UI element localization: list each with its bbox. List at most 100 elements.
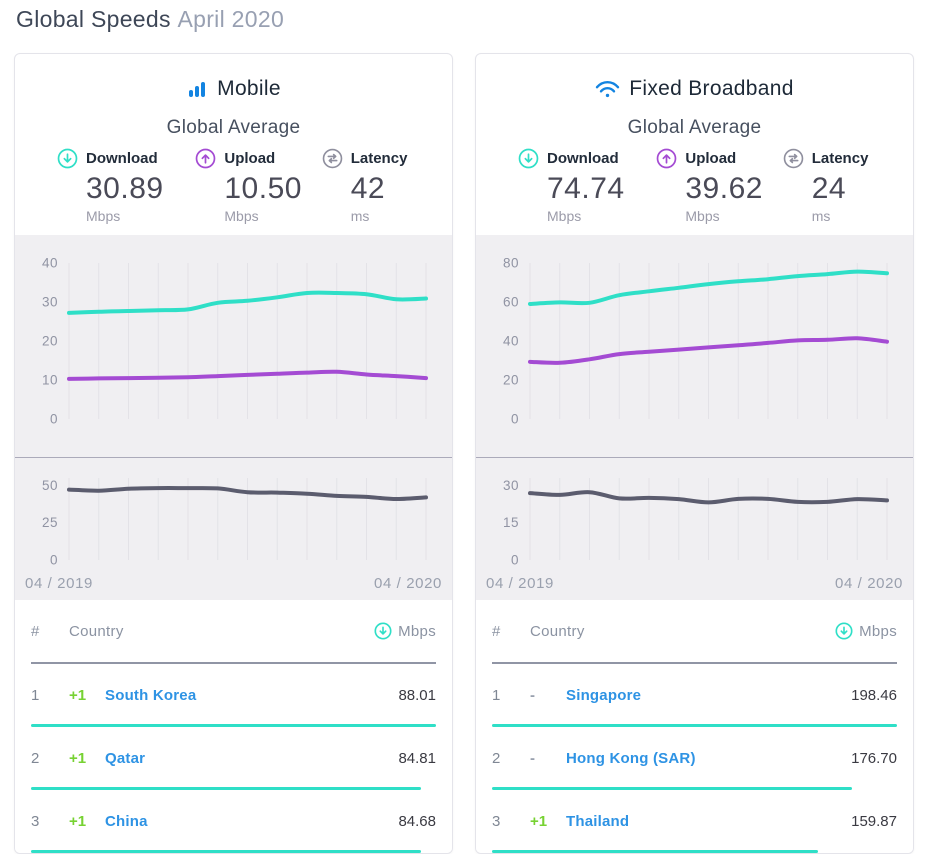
- stat-value: 10.50: [224, 172, 302, 205]
- download-arrow-icon: [374, 622, 392, 640]
- svg-text:0: 0: [50, 553, 58, 568]
- fixed-broadband-card: Fixed Broadband Global Average Download …: [475, 53, 914, 854]
- table-header-row: # Country Mbps: [31, 600, 436, 662]
- table-header-divider: [492, 662, 897, 664]
- svg-text:20: 20: [42, 334, 58, 349]
- table-body: 1 +1 South Korea 88.01 2 +1 Qatar 84.81 3 +1 China…: [31, 664, 436, 853]
- rank-cell: 1: [31, 687, 40, 704]
- relative-speed-bar: [31, 850, 421, 853]
- svg-text:0: 0: [50, 412, 58, 427]
- table-row: 2 - Hong Kong (SAR) 176.70: [492, 727, 897, 790]
- svg-text:20: 20: [503, 373, 519, 388]
- stat-label: Upload: [224, 149, 276, 167]
- x-axis-start-label: 04 / 2019: [25, 575, 93, 592]
- svg-text:0: 0: [511, 553, 519, 568]
- mobile-card: Mobile Global Average Download 30.89 Mbp…: [14, 53, 453, 854]
- country-link[interactable]: China: [105, 813, 148, 830]
- rank-change: +1: [69, 750, 87, 767]
- latency-history-chart: 50 25 0 04 / 2019 04 / 2020: [15, 457, 452, 600]
- x-axis-labels: 04 / 2019 04 / 2020: [25, 575, 442, 592]
- rank-change: -: [530, 750, 535, 767]
- ranking-table: # Country Mbps 1 +1 South Korea 88.01 2 +1 Qat…: [15, 600, 452, 853]
- svg-text:0: 0: [511, 412, 519, 427]
- country-link[interactable]: Thailand: [566, 813, 630, 830]
- mobile-card-header: Mobile: [15, 54, 452, 104]
- global-average-heading: Global Average: [627, 117, 762, 138]
- stat-value: 24: [811, 172, 847, 205]
- country-column-header: Country: [69, 622, 124, 640]
- svg-text:30: 30: [42, 295, 58, 310]
- speed-value: 84.81: [398, 750, 436, 767]
- speed-value: 88.01: [398, 687, 436, 704]
- rank-change: +1: [530, 813, 548, 830]
- stat-unit: Mbps: [685, 208, 720, 224]
- upload-stat: Upload 10.50 Mbps: [195, 147, 321, 225]
- speed-value: 198.46: [851, 687, 897, 704]
- x-axis-labels: 04 / 2019 04 / 2020: [486, 575, 903, 592]
- x-axis-end-label: 04 / 2020: [374, 575, 442, 592]
- latency-arrows-icon: [783, 148, 804, 169]
- upload-stat: Upload 39.62 Mbps: [656, 147, 782, 225]
- table-body: 1 - Singapore 198.46 2 - Hong Kong (SAR) 176.70…: [492, 664, 897, 853]
- rank-cell: 2: [31, 750, 40, 767]
- download-arrow-icon: [57, 148, 78, 169]
- svg-text:40: 40: [503, 334, 519, 349]
- page-title: Global Speeds April 2020: [16, 6, 928, 33]
- relative-speed-bar: [492, 724, 897, 727]
- country-link[interactable]: Singapore: [566, 687, 642, 704]
- svg-text:60: 60: [503, 295, 519, 310]
- country-column-header: Country: [530, 622, 585, 640]
- table-header-divider: [31, 662, 436, 664]
- speed-history-chart: 40 30 20 10 0: [15, 235, 452, 457]
- svg-text:25: 25: [42, 515, 58, 530]
- stat-value: 30.89: [86, 172, 164, 205]
- speed-value: 84.68: [398, 813, 436, 830]
- svg-text:80: 80: [503, 256, 519, 271]
- stat-unit: Mbps: [547, 208, 582, 224]
- table-header-row: # Country Mbps: [492, 600, 897, 662]
- rank-column-header: #: [492, 622, 501, 640]
- svg-text:10: 10: [42, 373, 58, 388]
- rank-change: -: [530, 687, 535, 704]
- stat-label: Download: [86, 149, 158, 167]
- mbps-header-label: Mbps: [859, 622, 897, 640]
- global-average-heading: Global Average: [166, 117, 301, 138]
- mbps-column-header[interactable]: Mbps: [374, 622, 436, 640]
- latency-stat: Latency 42 ms: [322, 147, 424, 225]
- mbps-header-label: Mbps: [398, 622, 436, 640]
- relative-speed-bar: [31, 724, 436, 727]
- fixed-card-header: Fixed Broadband: [476, 54, 913, 104]
- mbps-column-header[interactable]: Mbps: [835, 622, 897, 640]
- speed-history-chart: 80 60 40 20 0: [476, 235, 913, 457]
- relative-speed-bar: [492, 787, 853, 790]
- global-average-stats: Download 30.89 Mbps Upload 10.50 Mbps: [15, 147, 452, 235]
- download-arrow-icon: [518, 148, 539, 169]
- stat-label: Latency: [811, 149, 869, 167]
- x-axis-start-label: 04 / 2019: [486, 575, 554, 592]
- country-link[interactable]: South Korea: [105, 687, 197, 704]
- rank-change: +1: [69, 813, 87, 830]
- svg-text:30: 30: [503, 478, 519, 493]
- table-row: 2 +1 Qatar 84.81: [31, 727, 436, 790]
- rank-cell: 3: [31, 813, 40, 830]
- latency-arrows-icon: [322, 148, 343, 169]
- download-stat: Download 30.89 Mbps: [57, 147, 195, 225]
- country-link[interactable]: Hong Kong (SAR): [566, 750, 696, 767]
- download-stat: Download 74.74 Mbps: [518, 147, 656, 225]
- stat-label: Latency: [350, 149, 408, 167]
- stat-unit: Mbps: [86, 208, 121, 224]
- relative-speed-bar: [31, 787, 422, 790]
- stat-unit: Mbps: [224, 208, 259, 224]
- rank-cell: 3: [492, 813, 501, 830]
- stat-value: 74.74: [547, 172, 625, 205]
- table-row: 1 +1 South Korea 88.01: [31, 664, 436, 727]
- ranking-table: # Country Mbps 1 - Singapore 198.46 2 - Hong K…: [476, 600, 913, 853]
- stat-value: 42: [350, 172, 386, 205]
- card-title: Fixed Broadband: [629, 77, 794, 100]
- country-link[interactable]: Qatar: [105, 750, 146, 767]
- category-cards: Mobile Global Average Download 30.89 Mbp…: [14, 53, 914, 854]
- page-title-main: Global Speeds: [16, 6, 171, 32]
- rank-cell: 2: [492, 750, 501, 767]
- upload-arrow-icon: [656, 148, 677, 169]
- rank-column-header: #: [31, 622, 40, 640]
